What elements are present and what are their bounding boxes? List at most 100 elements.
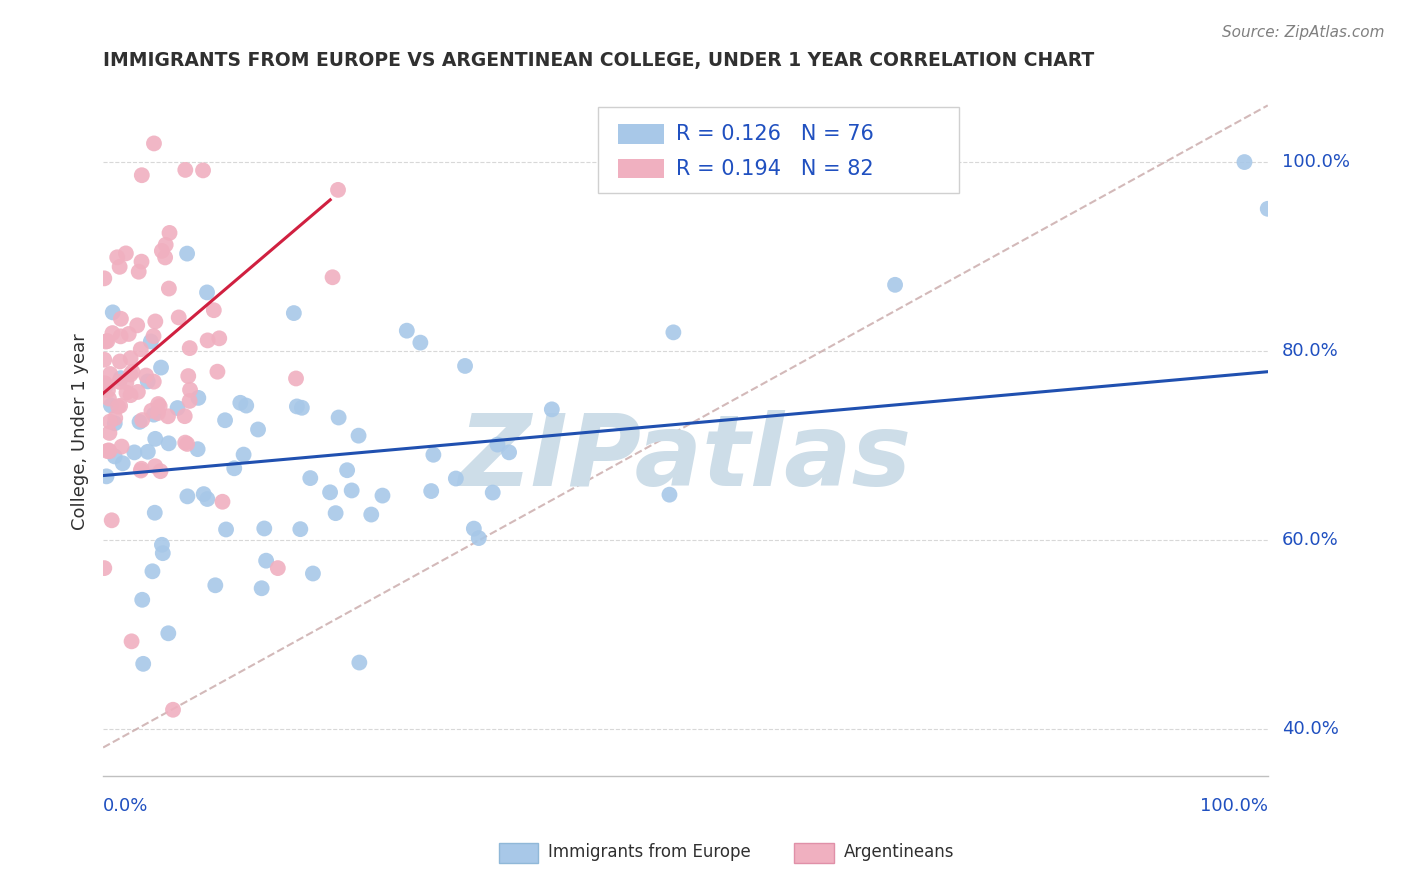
Point — [152, 546, 174, 560]
Point — [96, 469, 118, 483]
Bar — [617, 124, 665, 144]
Point — [128, 265, 150, 279]
Point — [214, 413, 236, 427]
Point — [118, 326, 141, 341]
Point — [662, 326, 685, 340]
Point — [104, 417, 127, 431]
Point — [108, 399, 131, 413]
Point — [155, 237, 177, 252]
Point — [105, 250, 128, 264]
Point — [98, 425, 121, 440]
Point — [93, 561, 115, 575]
Point — [136, 444, 159, 458]
Point — [884, 277, 907, 292]
Point — [229, 396, 252, 410]
Point — [157, 626, 180, 640]
Point — [167, 310, 190, 325]
Point — [211, 495, 233, 509]
Point — [131, 254, 153, 268]
Point — [142, 408, 165, 422]
Point — [336, 463, 359, 477]
Point — [179, 393, 201, 408]
Point — [143, 432, 166, 446]
Point — [322, 270, 344, 285]
Point — [187, 391, 209, 405]
Point — [136, 375, 159, 389]
Point — [127, 384, 149, 399]
Text: 100.0%: 100.0% — [1199, 797, 1268, 814]
Point — [176, 246, 198, 260]
Text: Argentineans: Argentineans — [844, 843, 955, 861]
Point — [328, 410, 350, 425]
Point — [121, 365, 143, 379]
Text: 60.0%: 60.0% — [1282, 531, 1339, 549]
Point — [127, 318, 149, 333]
Point — [153, 251, 176, 265]
Point — [146, 406, 169, 420]
Point — [94, 334, 117, 349]
Point — [98, 444, 121, 458]
Point — [143, 314, 166, 328]
Point — [104, 450, 127, 464]
Point — [142, 329, 165, 343]
Point — [195, 491, 218, 506]
Point — [290, 522, 312, 536]
Point — [1233, 155, 1256, 169]
Point — [124, 445, 146, 459]
Point — [486, 437, 509, 451]
Point — [540, 402, 562, 417]
Point — [197, 334, 219, 348]
Bar — [617, 159, 665, 178]
Point — [195, 285, 218, 300]
Bar — [499, 843, 538, 863]
Text: IMMIGRANTS FROM EUROPE VS ARGENTINEAN COLLEGE, UNDER 1 YEAR CORRELATION CHART: IMMIGRANTS FROM EUROPE VS ARGENTINEAN CO… — [103, 51, 1094, 70]
Point — [232, 448, 254, 462]
Point — [149, 464, 172, 478]
Text: 80.0%: 80.0% — [1282, 342, 1339, 359]
Point — [326, 183, 349, 197]
Point — [179, 383, 201, 397]
Point — [247, 422, 270, 436]
Point — [254, 554, 277, 568]
Point — [159, 226, 181, 240]
Point — [100, 399, 122, 413]
Text: 0.0%: 0.0% — [103, 797, 149, 814]
Point — [101, 326, 124, 340]
Point — [131, 413, 153, 427]
Point — [93, 352, 115, 367]
Point — [115, 376, 138, 390]
Point — [100, 513, 122, 527]
Point — [283, 306, 305, 320]
Point — [120, 351, 142, 366]
Text: Immigrants from Europe: Immigrants from Europe — [548, 843, 751, 861]
Point — [96, 334, 118, 348]
Point — [110, 329, 132, 343]
Point — [108, 354, 131, 368]
Y-axis label: College, Under 1 year: College, Under 1 year — [72, 333, 89, 530]
Point — [131, 592, 153, 607]
Point — [215, 523, 238, 537]
Point — [94, 379, 117, 393]
Point — [129, 343, 152, 357]
Point — [420, 484, 443, 499]
Point — [121, 634, 143, 648]
Point — [224, 461, 246, 475]
Point — [498, 445, 520, 459]
Point — [111, 456, 134, 470]
Point — [110, 371, 132, 385]
Point — [141, 564, 163, 578]
Text: ZIPatlas: ZIPatlas — [458, 410, 912, 508]
Point — [108, 375, 131, 389]
Point — [135, 368, 157, 383]
Point — [94, 376, 117, 391]
Text: Source: ZipAtlas.com: Source: ZipAtlas.com — [1222, 25, 1385, 40]
Point — [142, 375, 165, 389]
Point — [191, 163, 214, 178]
Point — [166, 401, 188, 415]
Point — [97, 443, 120, 458]
Point — [150, 538, 173, 552]
Point — [347, 428, 370, 442]
Point — [463, 522, 485, 536]
Text: 40.0%: 40.0% — [1282, 720, 1339, 738]
Point — [110, 311, 132, 326]
